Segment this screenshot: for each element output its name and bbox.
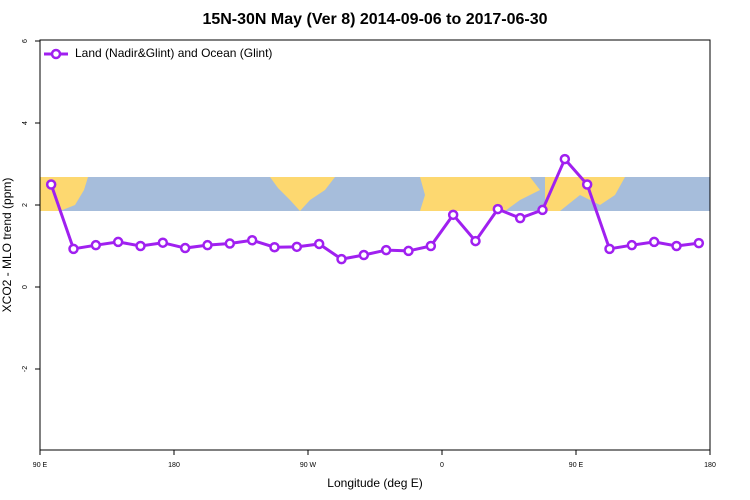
marker [380,244,392,256]
marker [224,238,236,249]
x-tick-label: 0 [440,462,444,469]
marker [604,243,615,255]
y-tick-label: 6 [22,39,29,43]
marker [447,209,459,221]
marker [581,179,593,190]
x-axis-label: Longitude (deg E) [327,476,422,490]
plot-frame [39,39,711,451]
marker [648,236,660,248]
legend-label: Land (Nadir&Glint) and Ocean (Glint) [75,46,272,60]
marker [45,179,57,190]
x-tick-label: 180 [704,462,716,469]
marker [336,253,347,265]
marker [671,240,682,252]
marker [693,237,705,249]
marker [559,153,571,165]
land [270,177,335,211]
land [420,177,540,211]
marker [157,237,169,248]
marker [470,235,481,247]
y-tick-label: 4 [22,121,29,125]
land [545,177,625,211]
marker [90,239,102,251]
marker [179,242,191,254]
marker [492,203,504,215]
chart-title: 15N-30N May (Ver 8) 2014-09-06 to 2017-0… [202,11,547,28]
marker [358,249,370,261]
marker [269,241,280,253]
x-tick-label: 90 W [300,462,317,469]
marker [403,245,414,257]
marker [68,243,79,255]
marker [135,240,146,252]
legend-marker [50,48,62,60]
marker [313,238,325,250]
marker [202,239,213,251]
y-tick-label: 2 [22,203,29,207]
marker [112,236,124,248]
marker [514,212,526,224]
y-tick-label: 0 [22,285,29,289]
x-tick-label: 90 E [33,462,48,469]
y-axis-label: XCO2 - MLO trend (ppm) [0,178,14,313]
map-band [40,177,710,211]
marker [537,204,548,216]
x-tick-label: 90 E [569,462,584,469]
y-tick-label: -2 [22,366,29,372]
marker [291,241,303,253]
marker [626,239,638,251]
marker [425,240,437,252]
marker [246,235,258,246]
x-tick-label: 180 [168,462,180,469]
